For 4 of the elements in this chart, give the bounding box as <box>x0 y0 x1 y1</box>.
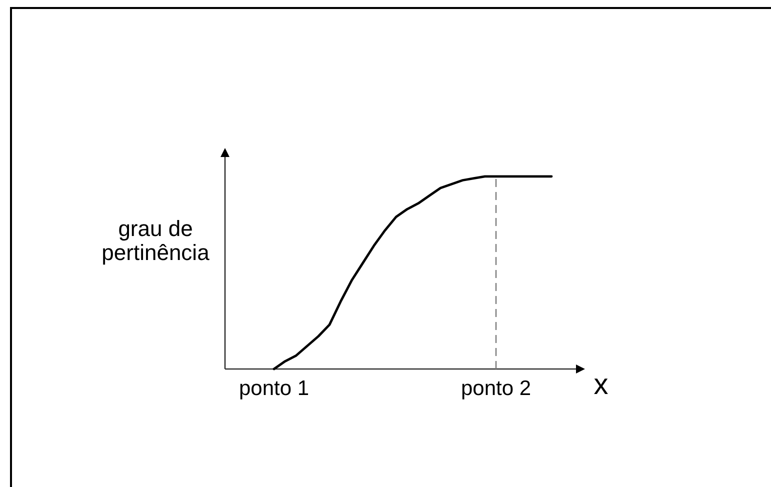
x-tick-label: ponto 1 <box>238 376 310 400</box>
x-axis-title: x <box>594 369 609 401</box>
x-tick-label: ponto 2 <box>460 376 532 400</box>
y-axis-title: grau de pertinência <box>102 216 210 265</box>
